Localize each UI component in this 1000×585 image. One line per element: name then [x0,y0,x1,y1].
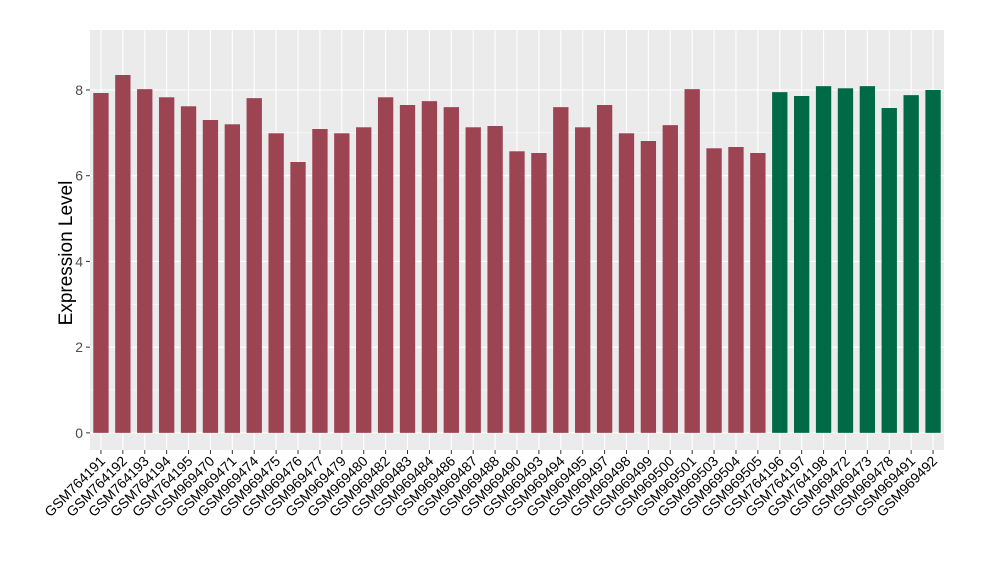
bar-GSM969492 [925,90,941,433]
y-tick-label: 6 [75,168,83,184]
bar-GSM969483 [399,105,416,433]
bar-GSM969473 [859,86,876,433]
bar-GSM969498 [618,133,635,433]
bar-GSM969487 [465,127,481,433]
bar-GSM969474 [246,98,262,433]
bar-GSM969494 [553,107,569,433]
bar-GSM969486 [443,107,459,433]
y-tick-label: 0 [75,425,83,441]
bar-GSM969488 [487,126,503,433]
bar-GSM969493 [531,153,547,433]
bar-GSM969495 [575,127,591,433]
bar-GSM764198 [815,86,832,433]
y-tick-label: 4 [75,253,83,269]
bar-GSM764194 [158,97,175,433]
bar-GSM969501 [684,89,700,433]
bar-GSM764193 [137,89,153,433]
bar-GSM969471 [224,124,240,433]
bar-GSM969470 [202,120,219,433]
bar-GSM969478 [881,108,897,433]
bar-GSM969475 [268,133,284,433]
y-axis: 0 2 4 6 8 [75,82,90,441]
bar-GSM764195 [180,106,197,433]
bars [93,75,941,433]
y-axis-label: Expression Level [56,181,77,326]
bar-GSM969499 [640,141,657,433]
bar-GSM764192 [115,75,131,433]
bar-GSM969505 [750,153,766,433]
bar-GSM969482 [377,97,394,433]
bar-GSM969484 [421,101,438,433]
bar-GSM969477 [312,129,328,433]
x-axis: GSM764191GSM764192GSM764193GSM764194GSM7… [41,450,940,520]
bar-GSM969476 [290,162,306,433]
bar-GSM969479 [334,133,350,433]
bar-GSM969503 [706,148,722,433]
bar-GSM969500 [662,125,678,433]
bar-GSM969491 [903,95,919,433]
bar-GSM969490 [509,151,525,433]
y-tick-label: 2 [75,339,83,355]
bar-GSM969480 [356,127,372,433]
y-tick-label: 8 [75,82,83,98]
bar-GSM764191 [93,93,109,433]
bar-GSM764196 [772,92,788,433]
bar-GSM969472 [837,88,854,433]
bar-GSM764197 [794,96,810,433]
bar-GSM969504 [728,147,744,433]
bar-GSM969497 [596,105,613,433]
